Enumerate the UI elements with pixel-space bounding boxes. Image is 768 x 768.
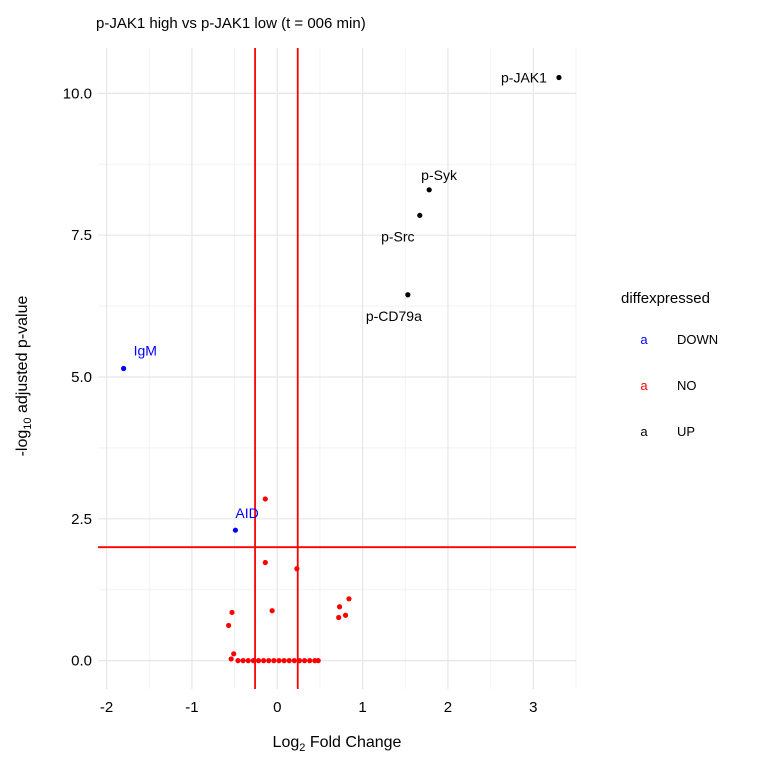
x-axis-title-rest: Fold Change xyxy=(305,734,401,751)
x-tick-label: -1 xyxy=(185,699,198,716)
data-point-no xyxy=(294,566,300,572)
point-label: p-Syk xyxy=(421,167,458,183)
y-axis-title-rest: adjusted p-value xyxy=(14,296,31,418)
legend-label-no: NO xyxy=(677,378,697,393)
point-label: IgM xyxy=(134,343,157,359)
data-point-no xyxy=(228,656,234,662)
data-point-no xyxy=(342,612,349,618)
data-point-no xyxy=(336,604,343,610)
x-tick-label: 0 xyxy=(273,699,281,716)
data-point-no xyxy=(336,614,342,621)
x-axis-title-subscript: 2 xyxy=(299,742,305,754)
data-points xyxy=(121,74,562,664)
data-point-no xyxy=(245,658,251,664)
y-axis-title-main: -log xyxy=(14,430,31,457)
x-axis-title: Log2 Fold Change xyxy=(273,734,402,754)
data-point-no xyxy=(255,658,262,664)
data-point-down xyxy=(121,365,127,372)
x-tick-label: -2 xyxy=(100,699,113,716)
data-point-no xyxy=(260,658,267,664)
data-point-no xyxy=(262,496,268,502)
x-tick-label: 2 xyxy=(444,699,452,716)
data-point-no xyxy=(307,658,313,664)
y-tick-label: 5.0 xyxy=(71,369,92,386)
data-point-no xyxy=(266,658,272,664)
data-point-no xyxy=(231,651,237,657)
x-tick-label: 1 xyxy=(358,699,366,716)
point-labels: IgM AID p-JAK1 p-Syk p-Src p-CD79a xyxy=(134,69,548,521)
data-point-up xyxy=(405,292,411,298)
chart-title: p-JAK1 high vs p-JAK1 low (t = 006 min) xyxy=(96,15,366,32)
legend-key-no: a xyxy=(640,378,648,393)
y-tick-label: 2.5 xyxy=(71,511,92,528)
data-point-up xyxy=(426,187,432,193)
data-point-no xyxy=(286,658,292,664)
legend-label-up: UP xyxy=(677,424,695,439)
data-point-up xyxy=(417,212,423,218)
data-point-no xyxy=(262,559,268,566)
data-point-no xyxy=(240,658,246,664)
y-tick-label: 0.0 xyxy=(71,653,92,670)
legend-title: diffexpressed xyxy=(621,290,710,307)
data-point-no xyxy=(346,596,352,602)
data-point-no xyxy=(229,609,235,616)
y-tick-label: 10.0 xyxy=(63,85,92,102)
data-point-up xyxy=(556,74,562,81)
legend: diffexpressed a DOWN a NO a UP xyxy=(621,290,718,439)
x-tick-label: 3 xyxy=(529,699,537,716)
data-point-no xyxy=(315,658,321,664)
point-label: p-CD79a xyxy=(366,308,422,324)
data-point-no xyxy=(235,658,241,664)
grid xyxy=(98,48,577,689)
data-point-no xyxy=(301,658,308,664)
data-point-no xyxy=(281,658,287,664)
threshold-lines xyxy=(98,48,576,689)
y-axis-title-subscript: 10 xyxy=(22,417,34,429)
y-axis-ticks: 0.0 2.5 5.0 7.5 10.0 xyxy=(63,85,92,669)
data-point-no xyxy=(296,658,303,664)
data-point-no xyxy=(225,622,232,629)
x-axis-title-main: Log xyxy=(273,734,300,751)
data-point-no xyxy=(271,658,277,664)
legend-key-up: a xyxy=(640,424,648,439)
data-point-no xyxy=(250,658,256,664)
x-axis-ticks: -2 -1 0 1 2 3 xyxy=(100,699,538,716)
legend-key-down: a xyxy=(640,332,648,347)
data-point-down xyxy=(232,527,239,533)
point-label: p-JAK1 xyxy=(501,69,547,85)
data-point-no xyxy=(276,658,282,664)
legend-label-down: DOWN xyxy=(677,332,718,347)
y-tick-label: 7.5 xyxy=(71,227,92,244)
data-point-no xyxy=(269,608,275,614)
data-point-no xyxy=(291,658,297,664)
point-label: p-Src xyxy=(381,228,414,244)
point-label: AID xyxy=(235,505,258,521)
y-axis-title: -log10 adjusted p-value xyxy=(14,296,34,457)
